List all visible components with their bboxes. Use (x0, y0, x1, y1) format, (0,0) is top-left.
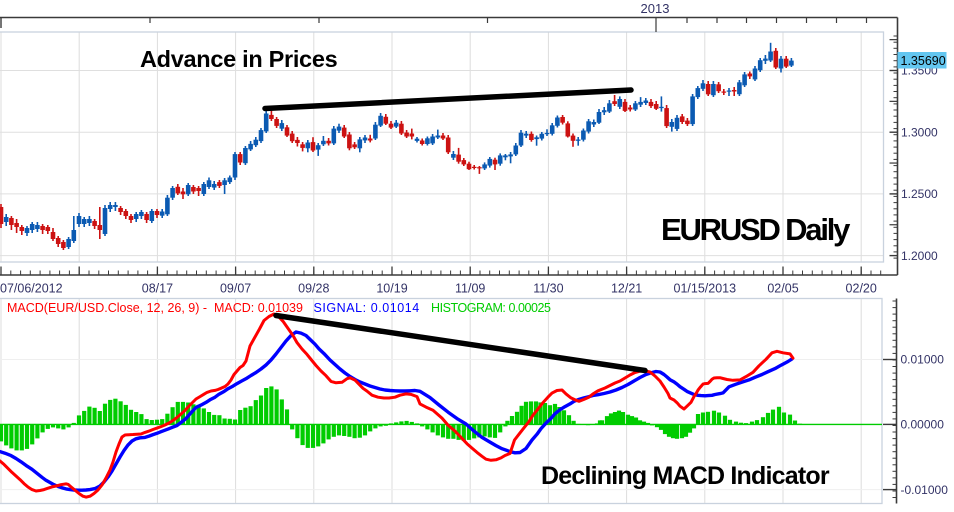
svg-text:MACD(EUR/USD.Close, 12, 26, 9): MACD(EUR/USD.Close, 12, 26, 9) - MACD: 0… (7, 301, 303, 315)
svg-text:08/17: 08/17 (142, 282, 173, 296)
svg-text:09/07: 09/07 (220, 282, 251, 296)
svg-text:02/20: 02/20 (846, 282, 877, 296)
svg-text:10/19: 10/19 (376, 282, 407, 296)
svg-text:12/21: 12/21 (611, 282, 642, 296)
svg-text:01/15/2013: 01/15/2013 (674, 282, 737, 296)
svg-text:1.2000: 1.2000 (901, 249, 938, 263)
svg-text:2013: 2013 (641, 1, 670, 16)
svg-text:1.35690: 1.35690 (901, 54, 946, 68)
svg-text:02/05: 02/05 (767, 282, 798, 296)
svg-text:1.3000: 1.3000 (901, 125, 938, 139)
svg-text:Advance in Prices: Advance in Prices (140, 46, 338, 72)
svg-text:HISTOGRAM: 0.00025: HISTOGRAM: 0.00025 (431, 301, 551, 315)
svg-text:0.01000: 0.01000 (901, 353, 945, 367)
svg-text:11/30: 11/30 (533, 282, 563, 296)
svg-text:EURUSD Daily: EURUSD Daily (661, 212, 851, 247)
svg-text:Declining MACD Indicator: Declining MACD Indicator (541, 462, 830, 490)
svg-text:-0.01000: -0.01000 (901, 483, 949, 497)
svg-text:07/06/2012: 07/06/2012 (0, 282, 63, 296)
svg-text:SIGNAL: 0.01014: SIGNAL: 0.01014 (314, 301, 420, 315)
svg-text:1.2500: 1.2500 (901, 187, 938, 201)
svg-text:09/28: 09/28 (298, 282, 329, 296)
svg-text:0.00000: 0.00000 (901, 418, 945, 432)
svg-text:11/09: 11/09 (455, 282, 485, 296)
